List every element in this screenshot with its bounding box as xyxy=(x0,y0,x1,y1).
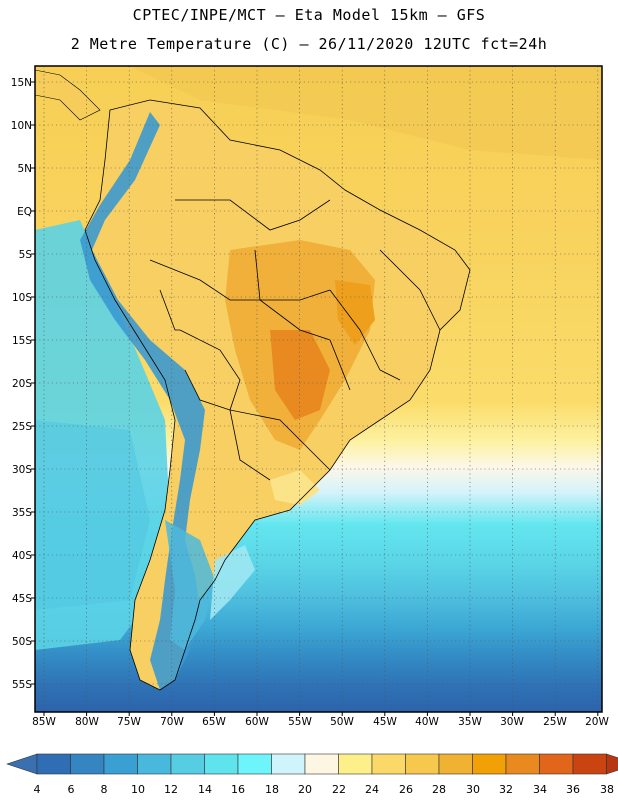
colorbar-swatch xyxy=(70,753,105,775)
lon-label: 70W xyxy=(160,716,184,728)
lat-label: 20S xyxy=(11,378,32,390)
lat-label: 15S xyxy=(11,335,32,347)
lon-label: 55W xyxy=(288,716,312,728)
colorbar-swatch xyxy=(539,753,574,775)
colorbar-label: 8 xyxy=(100,783,108,796)
lon-label: 50W xyxy=(330,716,354,728)
colorbar-label: 26 xyxy=(399,783,413,796)
lon-label: 40W xyxy=(415,716,439,728)
lon-label: 20W xyxy=(585,716,609,728)
lat-label: 40S xyxy=(11,550,32,562)
lat-label: 10N xyxy=(10,120,32,132)
colorbar-swatch xyxy=(271,753,306,775)
colorbar-swatch xyxy=(304,753,339,775)
lat-label: 15N xyxy=(10,77,32,89)
lat-label: 45S xyxy=(11,593,32,605)
colorbar-swatch xyxy=(103,753,138,775)
colorbar-swatch xyxy=(36,753,71,775)
colorbar-swatch xyxy=(338,753,373,775)
lat-label: EQ xyxy=(17,206,32,218)
colorbar-swatch xyxy=(472,753,507,775)
lat-label: 10S xyxy=(11,292,32,304)
colorbar xyxy=(6,753,618,775)
lat-label: 55S xyxy=(11,679,32,691)
colorbar-swatch xyxy=(371,753,406,775)
hot-spot xyxy=(270,330,330,420)
map-frame xyxy=(34,65,603,713)
colorbar-swatch xyxy=(137,753,172,775)
lat-label: 5S xyxy=(18,249,32,261)
lat-lon-grid xyxy=(35,66,602,712)
lon-label: 85W xyxy=(32,716,56,728)
lat-label: 35S xyxy=(11,507,32,519)
colorbar-label: 32 xyxy=(499,783,513,796)
colorbar-label: 6 xyxy=(67,783,75,796)
lon-label: 65W xyxy=(202,716,226,728)
lon-label: 25W xyxy=(543,716,567,728)
colorbar-swatch xyxy=(237,753,272,775)
colorbar-label: 12 xyxy=(164,783,178,796)
colorbar-swatch xyxy=(405,753,440,775)
chart-title-line2: 2 Metre Temperature (C) – 26/11/2020 12U… xyxy=(70,35,548,53)
chart-title-line1: CPTEC/INPE/MCT – Eta Model 15km – GFS xyxy=(132,6,486,24)
colorbar-label: 36 xyxy=(566,783,580,796)
colorbar-label: 18 xyxy=(265,783,279,796)
lon-label: 75W xyxy=(117,716,141,728)
lat-label: 50S xyxy=(11,636,32,648)
lon-label: 60W xyxy=(245,716,269,728)
lon-label: 35W xyxy=(458,716,482,728)
lon-label: 80W xyxy=(75,716,99,728)
lat-label: 5N xyxy=(17,163,32,175)
colorbar-label: 16 xyxy=(231,783,245,796)
colorbar-swatch xyxy=(438,753,473,775)
colorbar-label: 28 xyxy=(432,783,446,796)
colorbar-label: 10 xyxy=(131,783,145,796)
colorbar-label: 34 xyxy=(533,783,547,796)
colorbar-label: 4 xyxy=(33,783,41,796)
colorbar-label: 38 xyxy=(600,783,614,796)
colorbar-swatch xyxy=(204,753,239,775)
colorbar-arrow-high xyxy=(606,753,618,775)
colorbar-swatch xyxy=(572,753,607,775)
colorbar-label: 20 xyxy=(298,783,312,796)
country-borders xyxy=(84,99,471,691)
colorbar-swatch xyxy=(170,753,205,775)
lat-label: 25S xyxy=(11,421,32,433)
colorbar-label: 22 xyxy=(332,783,346,796)
lon-label: 45W xyxy=(373,716,397,728)
colorbar-label: 24 xyxy=(365,783,379,796)
colorbar-label: 14 xyxy=(198,783,212,796)
lon-label: 30W xyxy=(500,716,524,728)
colorbar-arrow-low xyxy=(6,753,38,775)
colorbar-label: 30 xyxy=(466,783,480,796)
colorbar-swatch xyxy=(505,753,540,775)
lat-label: 30S xyxy=(11,464,32,476)
